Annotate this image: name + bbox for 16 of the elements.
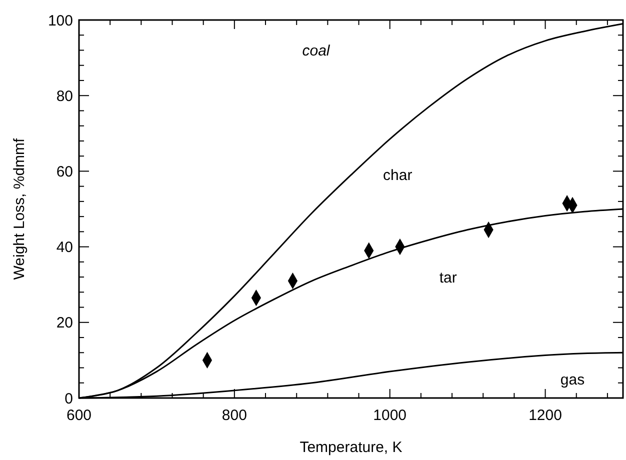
y-tick-label: 60 xyxy=(56,163,73,180)
y-axis-title: Weight Loss, %dmmf xyxy=(11,137,28,280)
annotation: gas xyxy=(560,371,585,388)
annotation: coal xyxy=(302,42,330,60)
y-tick-label: 40 xyxy=(56,239,73,256)
y-tick-label: 80 xyxy=(56,88,73,105)
y-tick-label: 20 xyxy=(56,314,73,332)
x-axis-title: Temperature, K xyxy=(300,439,402,456)
y-tick-label: 0 xyxy=(64,390,73,408)
x-tick-label: 1000 xyxy=(373,407,407,424)
annotation: tar xyxy=(439,269,457,286)
annotation: char xyxy=(383,167,412,184)
x-tick-label: 800 xyxy=(222,407,247,424)
y-tick-label: 100 xyxy=(48,12,73,30)
x-tick-label: 600 xyxy=(66,407,92,424)
x-tick-label: 1200 xyxy=(528,407,562,424)
